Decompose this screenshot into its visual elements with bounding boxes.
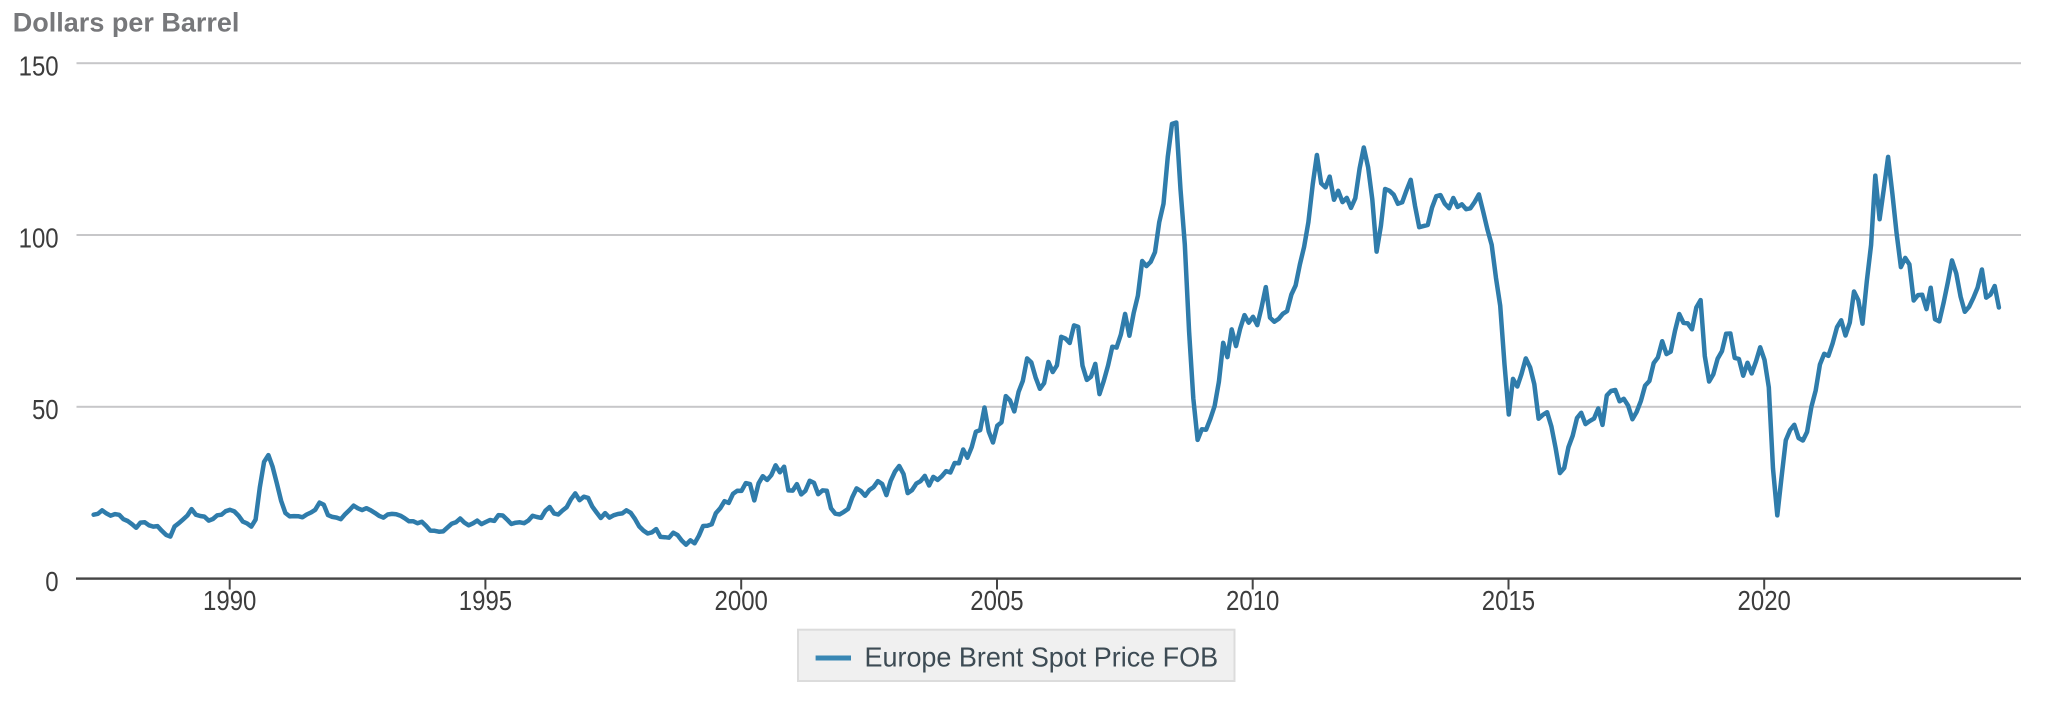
svg-text:0: 0 [45,568,58,598]
svg-text:Europe Brent Spot Price FOB: Europe Brent Spot Price FOB [865,641,1219,672]
svg-text:150: 150 [19,52,59,82]
svg-text:Dollars per Barrel: Dollars per Barrel [13,8,240,38]
svg-text:100: 100 [19,224,59,254]
svg-text:2020: 2020 [1738,586,1791,616]
svg-text:50: 50 [32,396,59,426]
svg-text:2010: 2010 [1226,586,1279,616]
svg-text:2005: 2005 [970,586,1023,616]
svg-text:1990: 1990 [203,586,256,616]
svg-text:2015: 2015 [1482,586,1535,616]
svg-text:2000: 2000 [715,586,768,616]
svg-text:1995: 1995 [459,586,512,616]
